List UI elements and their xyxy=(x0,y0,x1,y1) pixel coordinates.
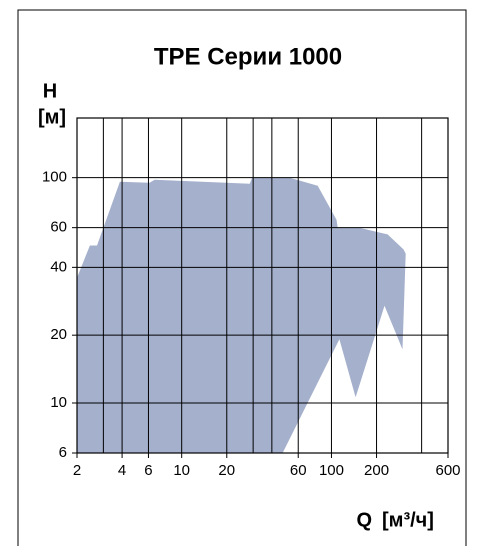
chart-title: TPE Серии 1000 xyxy=(154,43,342,70)
y-tick-label: 6 xyxy=(59,444,67,461)
x-tick-label: 10 xyxy=(173,462,190,479)
y-tick-label: 40 xyxy=(50,258,67,275)
y-tick-label: 10 xyxy=(50,394,67,411)
y-tick-label: 60 xyxy=(50,219,67,236)
y-tick-label: 20 xyxy=(50,326,67,343)
y-axis-label: H xyxy=(43,80,57,102)
x-axis-label: Q xyxy=(356,509,372,531)
x-tick-label: 100 xyxy=(319,462,344,479)
y-axis-unit: [м] xyxy=(38,106,66,128)
area xyxy=(77,177,406,453)
x-tick-label: 600 xyxy=(435,462,460,479)
x-tick-label: 6 xyxy=(144,462,152,479)
y-tick-label: 100 xyxy=(42,169,67,186)
x-tick-label: 200 xyxy=(364,462,389,479)
x-tick-label: 60 xyxy=(290,462,307,479)
x-axis-unit: [м³/ч] xyxy=(382,509,434,531)
x-tick-label: 2 xyxy=(73,462,81,479)
x-tick-label: 20 xyxy=(218,462,235,479)
frame xyxy=(17,9,467,546)
x-tick-label: 4 xyxy=(118,462,126,479)
